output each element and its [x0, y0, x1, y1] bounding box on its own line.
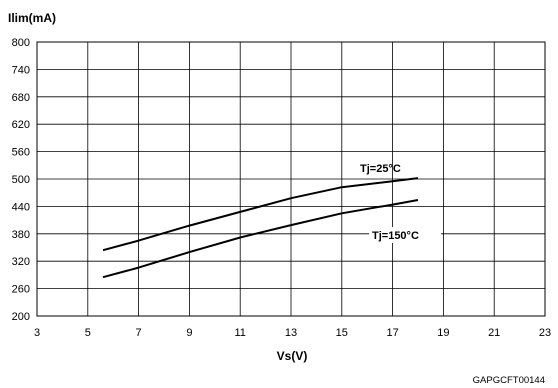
series-label-tj150: Tj=150°C: [372, 230, 419, 242]
y-tick-label: 740: [12, 64, 30, 76]
y-tick-label: 440: [12, 201, 30, 213]
x-tick-label: 17: [386, 327, 398, 339]
x-tick-label: 7: [136, 327, 142, 339]
plot-frame: [36, 41, 546, 317]
series-line-tj150: [102, 199, 419, 279]
x-tick-label: 15: [336, 327, 348, 339]
x-tick-label: 21: [488, 327, 500, 339]
y-tick-label: 680: [12, 92, 30, 104]
series-line-tj25: [102, 177, 419, 252]
x-tick-label: 19: [437, 327, 449, 339]
y-tick-label: 200: [12, 311, 30, 323]
series-label-background: [369, 227, 441, 243]
x-tick-label: 9: [186, 327, 192, 339]
x-tick-label: 23: [539, 327, 551, 339]
y-tick-label: 260: [12, 284, 30, 296]
y-tick-label: 620: [12, 119, 30, 131]
x-tick-label: 13: [285, 327, 297, 339]
y-tick-label: 800: [12, 37, 30, 49]
x-tick-labels: 3 5 7 9 11 13 15 17 19 21 23: [34, 327, 551, 339]
x-tick-label: 5: [85, 327, 91, 339]
y-tick-label: 560: [12, 147, 30, 159]
x-tick-label: 3: [34, 327, 40, 339]
series-labels: Tj=25°C Tj=150°C: [360, 163, 441, 243]
y-tick-label: 500: [12, 174, 30, 186]
y-tick-label: 380: [12, 229, 30, 241]
series-label-tj25: Tj=25°C: [360, 163, 401, 175]
figure-code: GAPGCFT00144: [473, 375, 545, 386]
series-lines: [102, 177, 419, 279]
y-axis-title: Ilim(mA): [8, 11, 56, 25]
x-tick-label: 11: [234, 327, 245, 339]
y-tick-labels: 200 260 320 380 440 500 560 620 680 740 800: [12, 37, 30, 323]
y-tick-label: 320: [12, 256, 30, 268]
x-axis-title: Vs(V): [277, 349, 308, 363]
